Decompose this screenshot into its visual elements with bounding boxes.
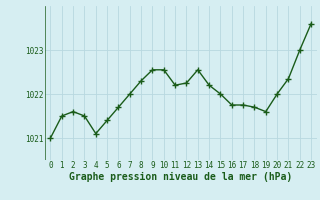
X-axis label: Graphe pression niveau de la mer (hPa): Graphe pression niveau de la mer (hPa) — [69, 172, 292, 182]
